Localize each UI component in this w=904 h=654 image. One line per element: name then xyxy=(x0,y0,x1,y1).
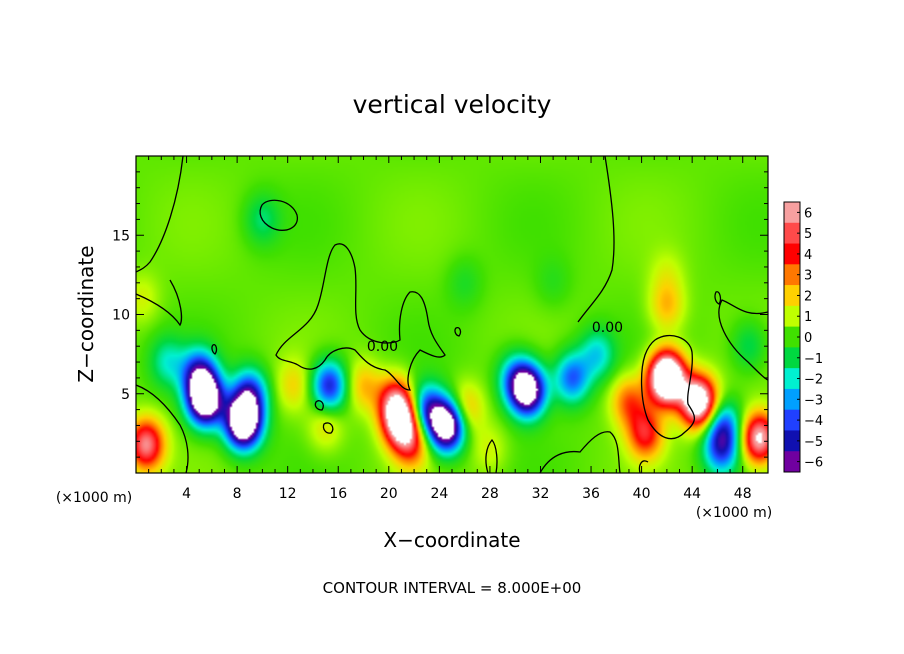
colorbar-swatch-2 xyxy=(784,285,800,307)
colorbar-label-6: 6 xyxy=(804,206,812,221)
x-tick-label-8: 8 xyxy=(233,486,242,502)
x-tick-label-4: 4 xyxy=(182,486,191,502)
x-tick-label-40: 40 xyxy=(633,486,651,502)
x-tick-label-12: 12 xyxy=(279,486,297,502)
contour-zero-right-upper xyxy=(577,156,615,323)
colorbar-swatch-3 xyxy=(784,264,800,286)
contour-lines xyxy=(136,156,768,473)
colorbar-label--3: −3 xyxy=(804,393,823,408)
colorbar-swatch-6 xyxy=(784,202,800,224)
contour-zero-left xyxy=(136,279,183,327)
y-tick-label-5: 5 xyxy=(121,387,130,403)
contour-zero-mid xyxy=(275,243,446,391)
x-tick-label-28: 28 xyxy=(481,486,499,502)
contour-bottom-b xyxy=(485,438,498,473)
colorbar-swatch-0 xyxy=(784,326,800,348)
y-axis-label: Z−coordinate xyxy=(74,245,98,382)
x-tick-label-44: 44 xyxy=(683,486,701,502)
contour-labels: 0.00 0.00 xyxy=(367,320,623,355)
contour-closed-blob xyxy=(259,199,298,231)
colorbar-swatch--4 xyxy=(784,409,800,431)
y-tick-label-10: 10 xyxy=(112,308,130,324)
contour-small-4 xyxy=(454,326,462,337)
contour-bottom-c xyxy=(539,431,621,473)
contour-small-1 xyxy=(211,343,218,355)
colorbar-label--4: −4 xyxy=(804,414,823,429)
x-tick-label-32: 32 xyxy=(532,486,550,502)
colorbar-label--1: −1 xyxy=(804,352,823,367)
contour-eight xyxy=(640,335,696,440)
x-unit-left: (×1000 m) xyxy=(56,490,132,506)
x-tick-label-24: 24 xyxy=(430,486,448,502)
colorbar-swatch--6 xyxy=(784,451,800,473)
y-axis-ticks: 5 10 15 xyxy=(112,171,768,458)
x-axis-label: X−coordinate xyxy=(383,528,520,552)
contour-small-3 xyxy=(322,422,334,434)
contour-label-0: 0.00 xyxy=(367,339,398,355)
contour-label-1: 0.00 xyxy=(592,320,623,336)
colorbar-swatch--1 xyxy=(784,347,800,369)
contour-bottom-d xyxy=(638,460,649,473)
colorbar-label-3: 3 xyxy=(804,269,812,284)
x-tick-label-36: 36 xyxy=(582,486,600,502)
colorbar-swatch--2 xyxy=(784,368,800,390)
colorbar-swatch-4 xyxy=(784,243,800,265)
chart-title: vertical velocity xyxy=(353,90,552,119)
colorbar-label-2: 2 xyxy=(804,289,812,304)
colorbar-label-0: 0 xyxy=(804,331,812,346)
y-tick-label-15: 15 xyxy=(112,228,130,244)
colorbar-label--6: −6 xyxy=(804,456,823,471)
colorbar-swatch--5 xyxy=(784,430,800,452)
plot-area: 0.00 0.00 xyxy=(135,155,769,474)
contour-bottom-a xyxy=(136,384,189,473)
contour-interval-note: CONTOUR INTERVAL = 8.000E+00 xyxy=(323,579,582,597)
colorbar-swatch-1 xyxy=(784,305,800,328)
colorbar-label-5: 5 xyxy=(804,227,812,242)
x-tick-label-16: 16 xyxy=(329,486,347,502)
colorbar-swatch-5 xyxy=(784,222,800,245)
x-unit-right: (×1000 m) xyxy=(696,505,772,521)
x-tick-label-20: 20 xyxy=(380,486,398,502)
contour-zero-upper xyxy=(136,156,184,273)
x-tick-label-48: 48 xyxy=(734,486,752,502)
heatmap-field xyxy=(136,156,768,473)
colorbar: 6 5 4 3 2 1 0 −1 −2 −3 −4 −5 −6 xyxy=(783,201,823,473)
colorbar-label-4: 4 xyxy=(804,248,812,263)
colorbar-label--5: −5 xyxy=(804,435,823,450)
colorbar-label--2: −2 xyxy=(804,373,823,388)
contour-small-5 xyxy=(714,291,722,305)
contour-zero-right xyxy=(718,299,768,381)
colorbar-label-1: 1 xyxy=(804,310,812,325)
colorbar-swatch--3 xyxy=(784,388,800,411)
x-axis-ticks: 4 8 12 16 20 24 28 32 36 40 44 48 xyxy=(148,156,756,502)
contour-small-2 xyxy=(314,400,324,411)
